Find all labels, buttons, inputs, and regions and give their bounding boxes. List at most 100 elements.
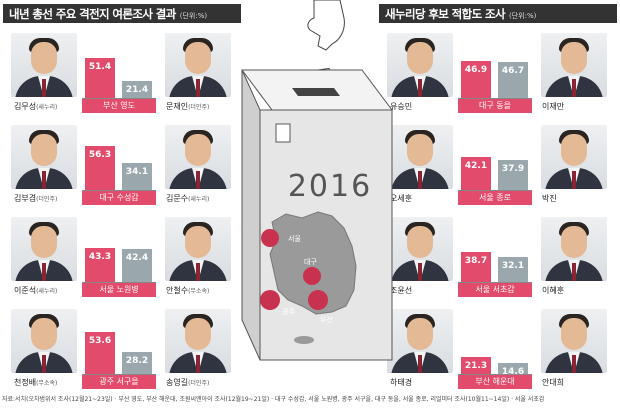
district-label: 대구 수성갑 (82, 191, 156, 205)
jeju-island (294, 336, 314, 344)
left-chart-header: 내년 총선 주요 격전지 여론조사 결과 (단위:%) (3, 4, 241, 23)
bar-primary (85, 146, 115, 190)
candidate-name-text: 이준석 (14, 286, 37, 295)
candidate-name-text: 오세훈 (390, 194, 413, 203)
ballot-slot (292, 88, 340, 96)
candidate-photo (387, 33, 453, 97)
bar-baseline (458, 190, 532, 191)
candidate-name-text: 조윤선 (390, 286, 413, 295)
candidate-photo (11, 217, 77, 281)
bar-secondary (498, 362, 528, 374)
gwangju-label: 광주 (282, 308, 295, 316)
chart-row: 유승민 46.9 이재만 46.7 대구 동을 (379, 29, 617, 121)
candidate-name: 이재만 (542, 101, 564, 112)
data-label: 53.6 (88, 336, 112, 347)
data-label: 32.1 (501, 261, 525, 271)
busan-label: 부산 (320, 315, 333, 324)
right-chart-header: 새누리당 후보 적합도 조사 (단위:%) (379, 4, 617, 23)
candidate-photo (11, 309, 77, 373)
candidate-name: 송영길(더민주) (166, 377, 209, 388)
seoul-marker (261, 229, 279, 247)
bar-primary (85, 332, 115, 374)
candidate-name-text: 안대희 (542, 378, 565, 387)
district-label: 부산 해운대 (458, 375, 532, 389)
bar-secondary (122, 352, 152, 374)
candidate-name-text: 김문수 (166, 194, 189, 203)
data-label: 34.1 (125, 167, 149, 178)
candidate-name-text: 문재인 (166, 102, 189, 111)
data-label: 56.3 (88, 150, 112, 161)
candidate-photo (541, 217, 607, 281)
left-chart-panel: 내년 총선 주요 격전지 여론조사 결과 (단위:%) 김무성(새누리) 51.4… (3, 4, 241, 389)
candidate-photo (165, 217, 231, 281)
bar-primary (461, 357, 491, 374)
candidate-name-text: 김무성 (14, 102, 37, 111)
seoul-label: 서울 (288, 234, 301, 243)
bar-secondary (122, 81, 152, 98)
candidate-name-text: 하태경 (390, 378, 413, 387)
candidate-name: 안철수(무소속) (166, 285, 209, 296)
candidate-name: 오세훈 (390, 193, 412, 204)
candidate-name-text: 이혜훈 (542, 286, 565, 295)
chart-row: 조윤선 38.7 이혜훈 32.1 서울 서초갑 (379, 213, 617, 305)
candidate-name-text: 천정배 (14, 378, 37, 387)
ballot-year: 2016 (288, 169, 372, 204)
chart-row: 김무성(새누리) 51.4 문재인(더민주) 21.4 부산 영도 (3, 29, 241, 121)
candidate-name: 김부겸(더민주) (14, 193, 57, 204)
chart-row: 김부겸(더민주) 56.3 김문수(새누리) 34.1 대구 수성갑 (3, 121, 241, 213)
candidate-party: (더민주) (36, 196, 58, 203)
bar-secondary (498, 257, 528, 282)
bar-secondary (498, 61, 528, 98)
candidate-photo (387, 309, 453, 373)
gwangju-marker (260, 290, 280, 310)
candidate-name-text: 이재만 (542, 102, 565, 111)
candidate-party: (새누리) (36, 288, 58, 295)
candidate-party: (더민주) (188, 380, 210, 387)
bar-secondary (498, 160, 528, 190)
right-chart-title: 새누리당 후보 적합도 조사 (385, 7, 506, 21)
candidate-name-text: 유승민 (390, 102, 413, 111)
candidate-name: 하태경 (390, 377, 412, 388)
chart-row: 오세훈 42.1 박진 37.9 서울 종로 (379, 121, 617, 213)
left-chart-unit: (단위:%) (179, 12, 208, 20)
candidate-name: 김문수(새누리) (166, 193, 209, 204)
candidate-name: 천정배(무소속) (14, 377, 57, 388)
candidate-name: 유승민 (390, 101, 412, 112)
candidate-photo (11, 33, 77, 97)
candidate-photo (11, 125, 77, 189)
candidate-photo (541, 125, 607, 189)
candidate-name-text: 박진 (542, 194, 557, 203)
busan-marker (308, 290, 328, 310)
chart-row: 천정배(무소속) 53.6 송영길(더민주) 28.2 광주 서구을 (3, 305, 241, 397)
candidate-name: 조윤선 (390, 285, 412, 296)
ballot-box-lock (275, 123, 291, 143)
data-label: 51.4 (88, 61, 112, 72)
candidate-party: (무소속) (36, 380, 58, 387)
data-label: 21.4 (125, 85, 149, 96)
candidate-photo (387, 125, 453, 189)
candidate-name: 김무성(새누리) (14, 101, 57, 112)
district-label: 광주 서구을 (82, 375, 156, 389)
data-label: 28.2 (125, 356, 149, 366)
data-label: 38.7 (464, 255, 488, 266)
candidate-name-text: 송영길 (166, 378, 189, 387)
candidate-photo (165, 33, 231, 97)
district-label: 부산 영도 (82, 99, 156, 113)
left-chart-title: 내년 총선 주요 격전지 여론조사 결과 (9, 7, 176, 21)
right-chart-panel: 새누리당 후보 적합도 조사 (단위:%) 유승민 46.9 이재만 46.7 대구 동… (379, 4, 617, 389)
ballot-box-illustration: 2016 서울 대구 광주 부산 (241, 0, 393, 361)
data-label: 42.1 (464, 161, 488, 172)
data-label: 37.9 (501, 164, 525, 175)
bar-primary (85, 248, 115, 282)
bar-baseline (458, 98, 532, 99)
bar-baseline (82, 190, 156, 191)
candidate-name: 이혜훈 (542, 285, 564, 296)
candidate-name-text: 김부겸 (14, 194, 37, 203)
ballot-box-side (241, 69, 261, 361)
candidate-party: (새누리) (188, 196, 210, 203)
bar-baseline (82, 282, 156, 283)
chart-row: 이준석(새누리) 43.3 안철수(무소속) 42.4 서울 노원병 (3, 213, 241, 305)
hand-icon (307, 0, 345, 51)
data-label: 46.9 (464, 65, 488, 76)
candidate-photo (387, 217, 453, 281)
